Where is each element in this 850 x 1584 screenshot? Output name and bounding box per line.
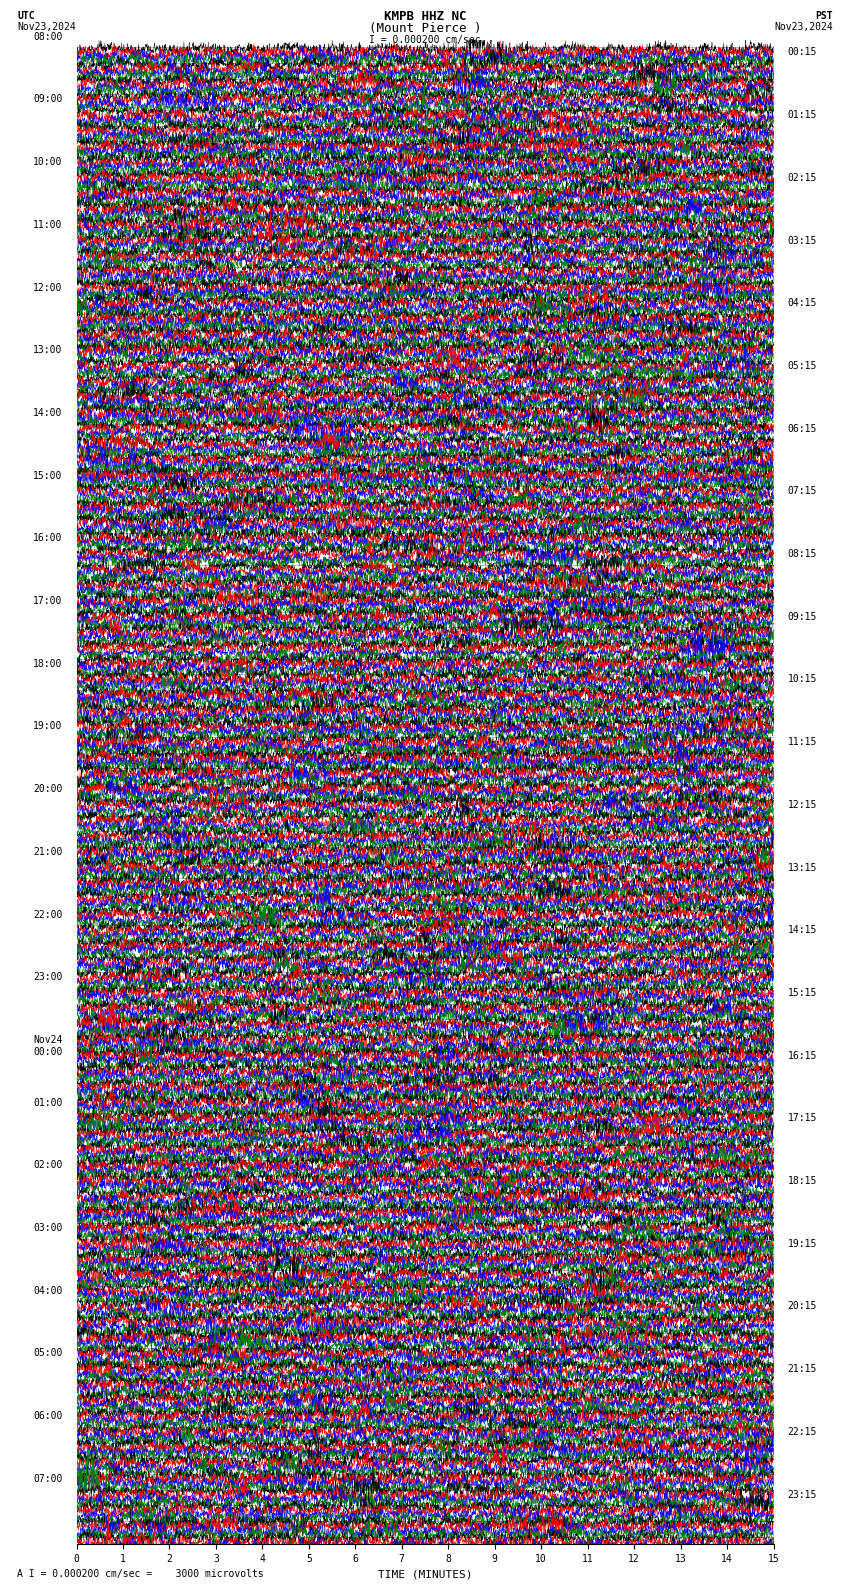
Text: 18:00: 18:00 (33, 659, 63, 668)
Text: 05:15: 05:15 (787, 361, 817, 371)
Text: 08:00: 08:00 (33, 32, 63, 41)
Text: 10:15: 10:15 (787, 675, 817, 684)
Text: 13:00: 13:00 (33, 345, 63, 355)
Text: 14:15: 14:15 (787, 925, 817, 935)
Text: 15:00: 15:00 (33, 470, 63, 480)
Text: 03:15: 03:15 (787, 236, 817, 246)
Text: 06:00: 06:00 (33, 1411, 63, 1421)
Text: 10:00: 10:00 (33, 157, 63, 168)
X-axis label: TIME (MINUTES): TIME (MINUTES) (377, 1570, 473, 1579)
Text: 00:15: 00:15 (787, 48, 817, 57)
Text: 09:00: 09:00 (33, 95, 63, 105)
Text: 16:00: 16:00 (33, 534, 63, 543)
Text: 02:00: 02:00 (33, 1161, 63, 1171)
Text: 23:15: 23:15 (787, 1489, 817, 1500)
Text: 19:00: 19:00 (33, 721, 63, 732)
Text: KMPB HHZ NC: KMPB HHZ NC (383, 10, 467, 22)
Text: Nov23,2024: Nov23,2024 (17, 22, 76, 32)
Text: 19:15: 19:15 (787, 1239, 817, 1248)
Text: 17:00: 17:00 (33, 596, 63, 607)
Text: UTC: UTC (17, 11, 35, 21)
Text: 04:15: 04:15 (787, 298, 817, 309)
Text: 12:00: 12:00 (33, 282, 63, 293)
Text: Nov24
00:00: Nov24 00:00 (33, 1034, 63, 1057)
Text: 13:15: 13:15 (787, 863, 817, 873)
Text: 15:15: 15:15 (787, 988, 817, 998)
Text: 07:00: 07:00 (33, 1473, 63, 1484)
Text: 22:15: 22:15 (787, 1427, 817, 1437)
Text: A I = 0.000200 cm/sec =    3000 microvolts: A I = 0.000200 cm/sec = 3000 microvolts (17, 1570, 264, 1579)
Text: 14:00: 14:00 (33, 409, 63, 418)
Text: 08:15: 08:15 (787, 550, 817, 559)
Text: 23:00: 23:00 (33, 973, 63, 982)
Text: 04:00: 04:00 (33, 1286, 63, 1296)
Text: 18:15: 18:15 (787, 1175, 817, 1186)
Text: 06:15: 06:15 (787, 423, 817, 434)
Text: 11:15: 11:15 (787, 737, 817, 748)
Text: 09:15: 09:15 (787, 611, 817, 623)
Text: 01:15: 01:15 (787, 111, 817, 120)
Text: 22:00: 22:00 (33, 909, 63, 920)
Text: 21:15: 21:15 (787, 1364, 817, 1375)
Text: 16:15: 16:15 (787, 1050, 817, 1061)
Text: 11:00: 11:00 (33, 220, 63, 230)
Text: 03:00: 03:00 (33, 1223, 63, 1232)
Text: 20:00: 20:00 (33, 784, 63, 794)
Text: 17:15: 17:15 (787, 1114, 817, 1123)
Text: 05:00: 05:00 (33, 1348, 63, 1359)
Text: 01:00: 01:00 (33, 1098, 63, 1107)
Text: (Mount Pierce ): (Mount Pierce ) (369, 22, 481, 35)
Text: 12:15: 12:15 (787, 800, 817, 809)
Text: Nov23,2024: Nov23,2024 (774, 22, 833, 32)
Text: 07:15: 07:15 (787, 486, 817, 496)
Text: 02:15: 02:15 (787, 173, 817, 182)
Text: I = 0.000200 cm/sec: I = 0.000200 cm/sec (369, 35, 481, 44)
Text: 21:00: 21:00 (33, 847, 63, 857)
Text: PST: PST (815, 11, 833, 21)
Text: 20:15: 20:15 (787, 1302, 817, 1312)
